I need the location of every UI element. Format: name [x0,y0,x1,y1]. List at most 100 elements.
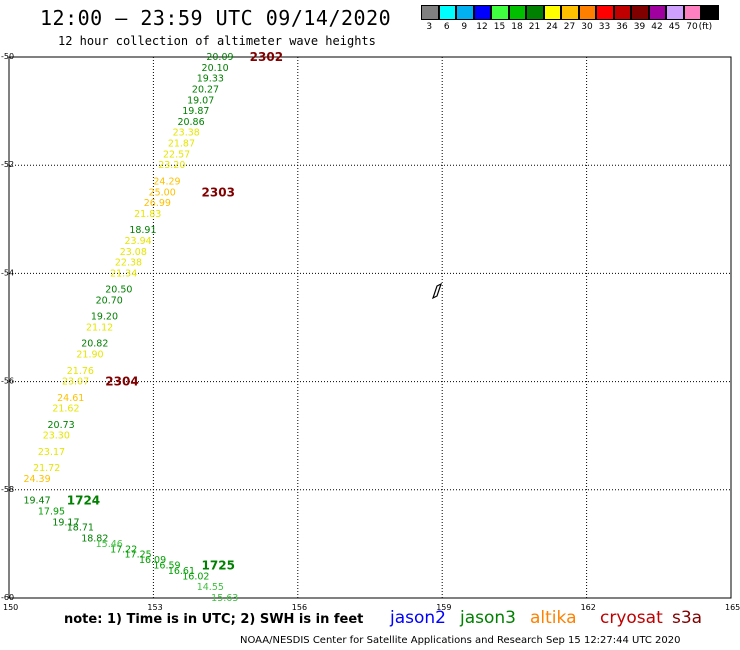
y-tick-label: -50 [1,52,14,61]
wave-height-label: 24.29 [153,176,180,187]
pass-label: 2304 [105,375,138,389]
color-swatch [421,5,439,20]
color-scale-label: 70 [686,22,698,32]
wave-height-label: 19.20 [91,312,118,323]
wave-height-label: 23.08 [120,247,147,258]
color-swatch [491,5,509,20]
color-scale-label: 6 [443,22,450,32]
wave-height-label: 17.25 [125,550,152,561]
x-tick-label: 159 [436,603,451,612]
wave-height-label: 19.33 [197,74,224,85]
wave-height-label: 23.38 [173,128,200,139]
legend-cryosat: cryosat [600,608,663,628]
wave-height-label: 24.39 [23,474,50,485]
color-scale-label: 42 [651,22,663,32]
legend-jason3: jason3 [460,608,516,628]
wave-height-label: 23.30 [43,431,70,442]
island-outline [431,282,443,300]
y-tick-label: -58 [1,485,14,494]
color-scale-label: 9 [461,22,468,32]
wave-height-label: 16.59 [153,561,180,572]
page-subtitle: 12 hour collection of altimeter wave hei… [58,34,376,48]
color-swatch [648,5,666,20]
wave-height-label: 15.63 [211,593,238,604]
color-scale-label: 18 [511,22,523,32]
y-tick-label: -60 [1,593,14,602]
wave-height-label: 18.71 [67,523,94,534]
wave-height-label: 19.47 [23,496,50,507]
y-tick-label: -54 [1,268,14,277]
y-tick-label: -52 [1,160,14,169]
wave-height-label: 24.61 [57,393,84,404]
color-scale-label: 15 [493,22,506,32]
wave-height-label: 18.91 [129,225,156,236]
wave-height-label: 23.20 [158,160,185,171]
note-text: note: 1) Time is in UTC; 2) SWH is in fe… [64,612,364,627]
wave-height-label: 18.82 [81,533,108,544]
wave-height-label: 20.09 [206,52,233,63]
wave-height-label: 20.86 [177,117,204,128]
color-swatch [508,5,526,20]
color-swatch [561,5,579,20]
y-tick-label: -56 [1,377,14,386]
color-swatch [631,5,649,20]
page-title: 12:00 – 23:59 UTC 09/14/2020 [40,6,392,30]
wave-height-label: 22.57 [163,149,190,160]
wave-height-label: 21.34 [110,268,137,279]
wave-height-label: 16.09 [139,555,166,566]
pass-label: 2302 [250,50,283,64]
color-swatch [596,5,614,20]
color-scale-label: 36 [616,22,628,32]
wave-height-label: 22.38 [115,258,142,269]
color-swatch [578,5,596,20]
legend-s3a: s3a [672,608,703,628]
pass-label: 1724 [67,494,100,508]
wave-height-label: 21.12 [86,323,113,334]
pass-label: 2303 [202,185,235,199]
wave-height-label: 21.83 [134,209,161,220]
color-scale-label: (ft) [698,22,713,32]
wave-height-label: 23.94 [125,236,152,247]
color-scale-label: 21 [528,22,541,32]
wave-height-label: 21.87 [168,139,195,150]
color-swatch [438,5,456,20]
wave-height-label: 21.90 [76,350,103,361]
color-scale-label: 27 [563,22,576,32]
x-tick-label: 162 [581,603,596,612]
color-scale-label: 33 [598,22,611,32]
legend-altika: altika [530,608,577,628]
color-scale-label: 45 [668,22,681,32]
wave-height-label: 16.02 [182,571,209,582]
color-swatch [666,5,684,20]
wave-height-label: 17.22 [110,544,137,555]
wave-height-label: 19.07 [187,95,214,106]
color-scale-labels: 3 6 9 12 15 18 21 24 27 30 33 36 39 42 45 70 (ft) [421,22,740,34]
color-scale-label: 3 [426,22,433,32]
wave-height-label: 21.76 [67,366,94,377]
x-tick-label: 150 [3,603,18,612]
wave-height-label: 17.95 [38,506,65,517]
footer-credit: NOAA/NESDIS Center for Satellite Applica… [240,635,681,646]
wave-height-label: 20.50 [105,285,132,296]
wave-height-label: 19.17 [52,517,79,528]
wave-height-label: 23.17 [38,447,65,458]
color-scale [421,5,719,20]
wave-height-label: 15.46 [96,539,123,550]
color-scale-label: 12 [476,22,488,32]
pass-label: 1725 [202,559,235,573]
wave-height-label: 14.55 [197,582,224,593]
x-tick-label: 165 [725,603,740,612]
wave-height-label: 20.10 [202,63,229,74]
x-tick-label: 156 [292,603,307,612]
color-swatch [543,5,561,20]
color-swatch [473,5,491,20]
wave-height-label: 20.82 [81,339,108,350]
color-scale-label: 30 [581,22,593,32]
wave-height-label: 21.72 [33,463,60,474]
color-swatch [526,5,544,20]
map-frame [8,56,732,599]
wave-height-label: 19.87 [182,106,209,117]
wave-height-label: 23.07 [62,377,89,388]
wave-height-label: 20.27 [192,84,219,95]
